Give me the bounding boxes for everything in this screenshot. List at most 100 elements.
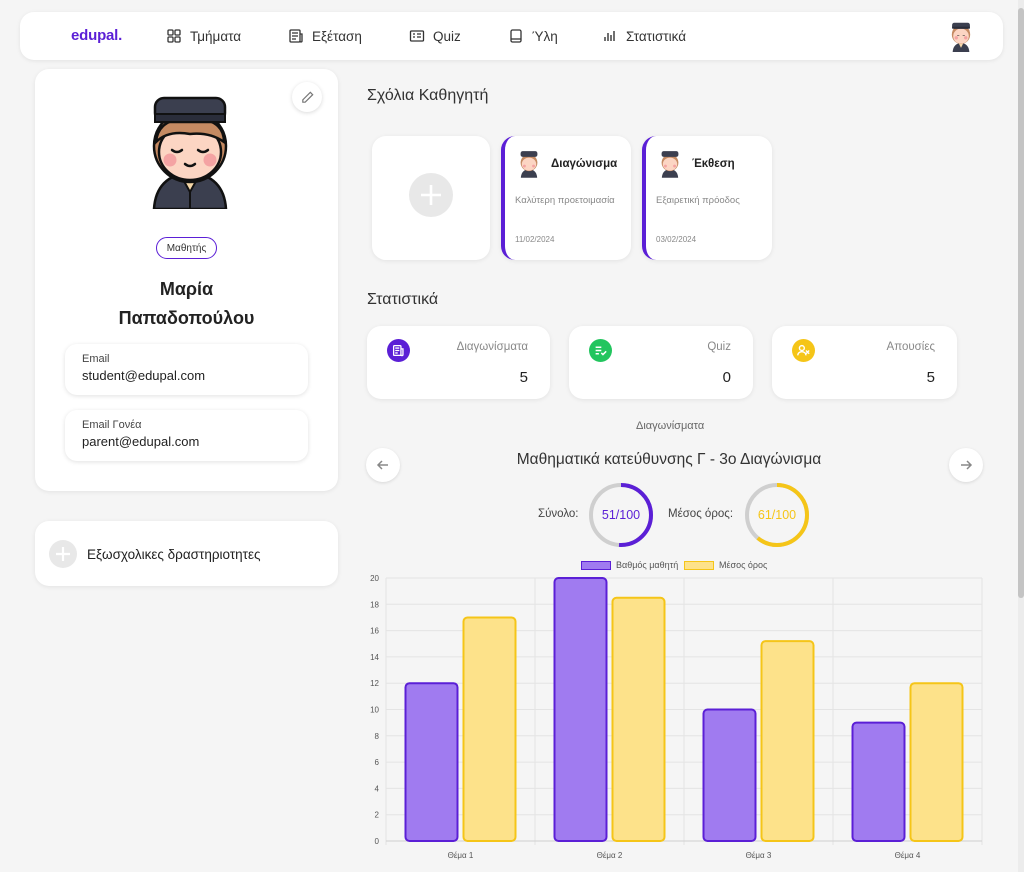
legend-swatch xyxy=(581,560,611,570)
legend-student[interactable]: Βαθμός μαθητή xyxy=(581,560,678,570)
grid-icon xyxy=(167,29,181,43)
newspaper-icon xyxy=(289,29,303,43)
y-tick-label: 2 xyxy=(375,811,380,820)
parent-email-label: Email Γονέα xyxy=(82,419,142,431)
add-comment-card[interactable] xyxy=(372,136,490,260)
stat-label: Quiz xyxy=(707,341,731,353)
comments-title: Σχόλια Καθηγητή xyxy=(367,87,489,104)
student-score-bar xyxy=(851,721,906,842)
y-tick-label: 4 xyxy=(375,784,380,793)
nav-item-label: Στατιστικά xyxy=(626,28,687,44)
comment-title: Έκθεση xyxy=(692,158,735,170)
next-exam-button[interactable] xyxy=(949,448,983,482)
stat-card-absences: Απουσίες 5 xyxy=(772,326,957,399)
legend-label: Μέσος όρος xyxy=(719,560,768,570)
average-score-bar xyxy=(611,596,666,842)
average-score-bar xyxy=(909,682,964,842)
quiz-check-icon xyxy=(589,339,612,362)
teacher-avatar xyxy=(661,151,679,178)
add-comment-button[interactable] xyxy=(409,173,453,217)
x-tick-label: Θέμα 2 xyxy=(597,851,623,860)
role-badge: Μαθητής xyxy=(156,237,217,259)
y-tick-label: 20 xyxy=(370,574,379,583)
y-tick-label: 14 xyxy=(370,653,379,662)
arrow-right-icon xyxy=(961,460,973,470)
profile-last-name: Παπαδοπούλου xyxy=(118,308,255,328)
student-score-bar xyxy=(553,577,608,842)
pencil-icon xyxy=(301,90,314,103)
nav-item-label: Εξέταση xyxy=(312,28,362,44)
legend-swatch xyxy=(684,560,714,570)
stat-label: Διαγωνίσματα xyxy=(456,341,528,353)
y-tick-label: 6 xyxy=(375,758,380,767)
nav-item-exam[interactable]: Εξέταση xyxy=(288,28,362,44)
bar-chart-icon xyxy=(604,31,615,41)
y-tick-label: 8 xyxy=(375,732,380,741)
comment-title: Διαγώνισμα xyxy=(551,158,618,170)
average-score-bar xyxy=(462,616,517,843)
legend-average[interactable]: Μέσος όρος xyxy=(684,560,767,570)
average-score-ring: 61/100 xyxy=(745,483,809,547)
scrollbar-track[interactable] xyxy=(1018,0,1024,872)
exam-icon xyxy=(387,339,410,362)
y-tick-label: 10 xyxy=(370,706,379,715)
nav-item-quiz[interactable]: Quiz xyxy=(409,28,461,44)
brand-logo[interactable]: edupal. xyxy=(71,27,123,44)
x-tick-label: Θέμα 1 xyxy=(448,851,474,860)
nav-item-label: Quiz xyxy=(433,28,461,44)
nav-item-statistics[interactable]: Στατιστικά xyxy=(602,28,686,44)
comment-card[interactable]: Διαγώνισμα Καλύτερη προετοιμασία 11/02/2… xyxy=(501,136,631,260)
email-label: Email xyxy=(82,353,110,365)
plus-icon xyxy=(56,547,70,561)
y-tick-label: 16 xyxy=(370,627,379,636)
comment-date: 03/02/2024 xyxy=(656,235,697,244)
stat-card-quiz: Quiz 0 xyxy=(569,326,753,399)
y-tick-label: 0 xyxy=(375,837,380,846)
x-tick-label: Θέμα 3 xyxy=(746,851,772,860)
user-avatar[interactable] xyxy=(945,20,977,52)
x-tick-label: Θέμα 4 xyxy=(895,851,921,860)
stat-value: 5 xyxy=(519,369,528,386)
previous-exam-button[interactable] xyxy=(366,448,400,482)
scrollbar-thumb[interactable] xyxy=(1018,8,1024,598)
profile-first-name: Μαρία xyxy=(159,279,214,299)
comment-date: 11/02/2024 xyxy=(515,235,555,244)
edit-profile-button[interactable] xyxy=(292,82,322,112)
book-icon xyxy=(510,29,522,43)
extracurricular-card[interactable]: Εξωσχολικες δραστηριοτητες xyxy=(35,521,338,586)
arrow-left-icon xyxy=(376,460,388,470)
comment-card[interactable]: Έκθεση Εξαιρετική πρόοδος 03/02/2024 xyxy=(642,136,772,260)
student-score-bar xyxy=(404,682,459,842)
y-tick-label: 12 xyxy=(370,679,379,688)
average-score-value: 61/100 xyxy=(758,508,796,522)
nav-item-label: Ύλη xyxy=(532,28,558,44)
profile-avatar xyxy=(152,96,228,209)
y-tick-label: 18 xyxy=(370,600,379,609)
average-score-label: Μέσος όρος: xyxy=(668,508,734,520)
stat-card-exams: Διαγωνίσματα 5 xyxy=(367,326,550,399)
email-box: Email student@edupal.com xyxy=(65,344,308,395)
nav-item-departments[interactable]: Τμήματα xyxy=(166,28,241,44)
average-score-arc xyxy=(745,483,809,547)
comment-text: Καλύτερη προετοιμασία xyxy=(515,195,615,206)
total-score-ring: 51/100 xyxy=(589,483,653,547)
exam-title: Μαθηματικά κατεύθυνσης Γ - 3ο Διαγώνισμα xyxy=(516,451,822,468)
nav-item-material[interactable]: Ύλη xyxy=(508,28,558,44)
stat-value: 0 xyxy=(722,369,731,386)
quiz-icon xyxy=(409,30,425,42)
teacher-avatar xyxy=(520,151,538,178)
profile-card: Μαθητής Μαρία Παπαδοπούλου Email student… xyxy=(35,69,338,491)
average-score-bar xyxy=(760,640,815,843)
legend-label: Βαθμός μαθητή xyxy=(616,560,679,570)
nav-item-label: Τμήματα xyxy=(190,28,242,44)
parent-email-box: Email Γονέα parent@edupal.com xyxy=(65,410,308,461)
profile-name: Μαρία Παπαδοπούλου xyxy=(35,275,338,333)
add-extracurricular-button[interactable] xyxy=(49,540,77,568)
chart-subtitle: Διαγωνίσματα xyxy=(636,420,705,432)
total-score-arc xyxy=(589,483,653,547)
total-score-value: 51/100 xyxy=(602,508,640,522)
stat-label: Απουσίες xyxy=(886,341,935,353)
parent-email-value: parent@edupal.com xyxy=(82,434,200,449)
absence-icon xyxy=(792,339,815,362)
email-value: student@edupal.com xyxy=(82,368,206,383)
